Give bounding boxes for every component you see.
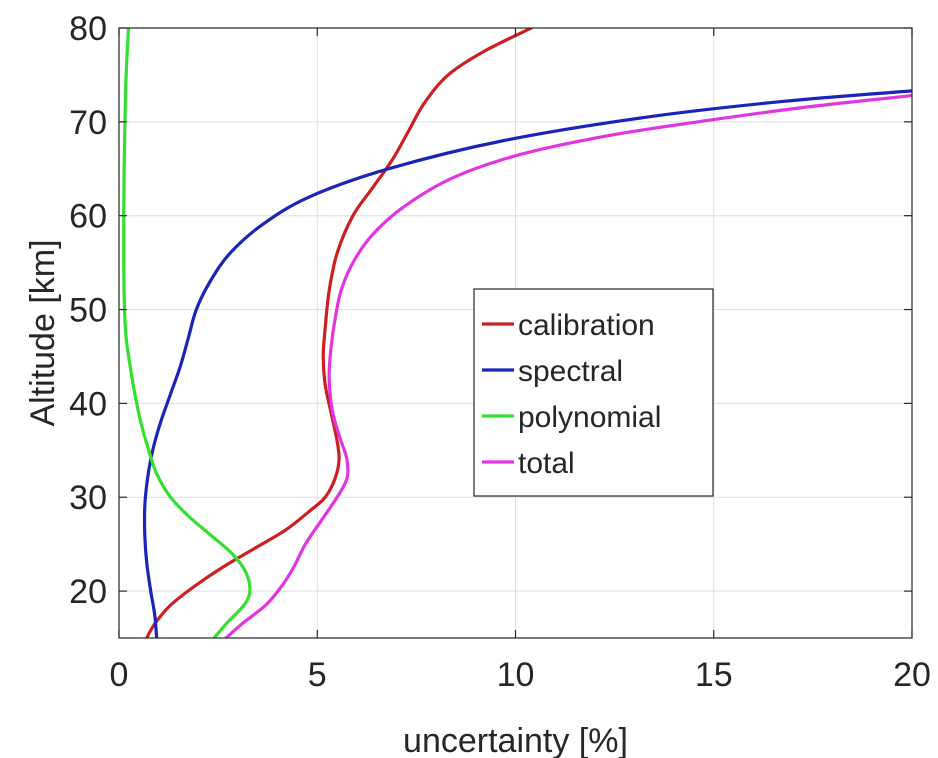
y-tick-label: 40 xyxy=(69,385,107,423)
y-tick-label: 70 xyxy=(69,104,107,142)
legend-label-calibration: calibration xyxy=(518,309,655,342)
legend: calibration spectral polynomial total xyxy=(473,288,714,497)
legend-label-total: total xyxy=(518,447,575,480)
series-line-calibration xyxy=(145,28,533,638)
x-axis-label: uncertainty [%] xyxy=(403,722,628,758)
legend-label-spectral: spectral xyxy=(518,355,623,388)
y-tick-label: 30 xyxy=(69,479,107,517)
y-tick-label: 50 xyxy=(69,292,107,330)
y-tick-label: 20 xyxy=(69,573,107,611)
x-tick-label: 10 xyxy=(497,656,535,694)
series-line-polynomial xyxy=(122,28,252,638)
tick-layer: 0 5 10 15 20 20 30 40 50 60 70 80 xyxy=(69,10,931,694)
x-tick-label: 20 xyxy=(893,656,931,694)
x-tick-label: 5 xyxy=(308,656,327,694)
x-tick-label: 0 xyxy=(110,656,129,694)
series-line-total xyxy=(224,93,912,638)
series-line-spectral xyxy=(142,89,912,638)
x-tick-label: 15 xyxy=(695,656,733,694)
legend-label-polynomial: polynomial xyxy=(518,401,661,434)
y-axis-label: Altitude [km] xyxy=(24,239,62,426)
series-layer xyxy=(122,28,912,638)
y-tick-label: 80 xyxy=(69,10,107,48)
y-tick-label: 60 xyxy=(69,198,107,236)
